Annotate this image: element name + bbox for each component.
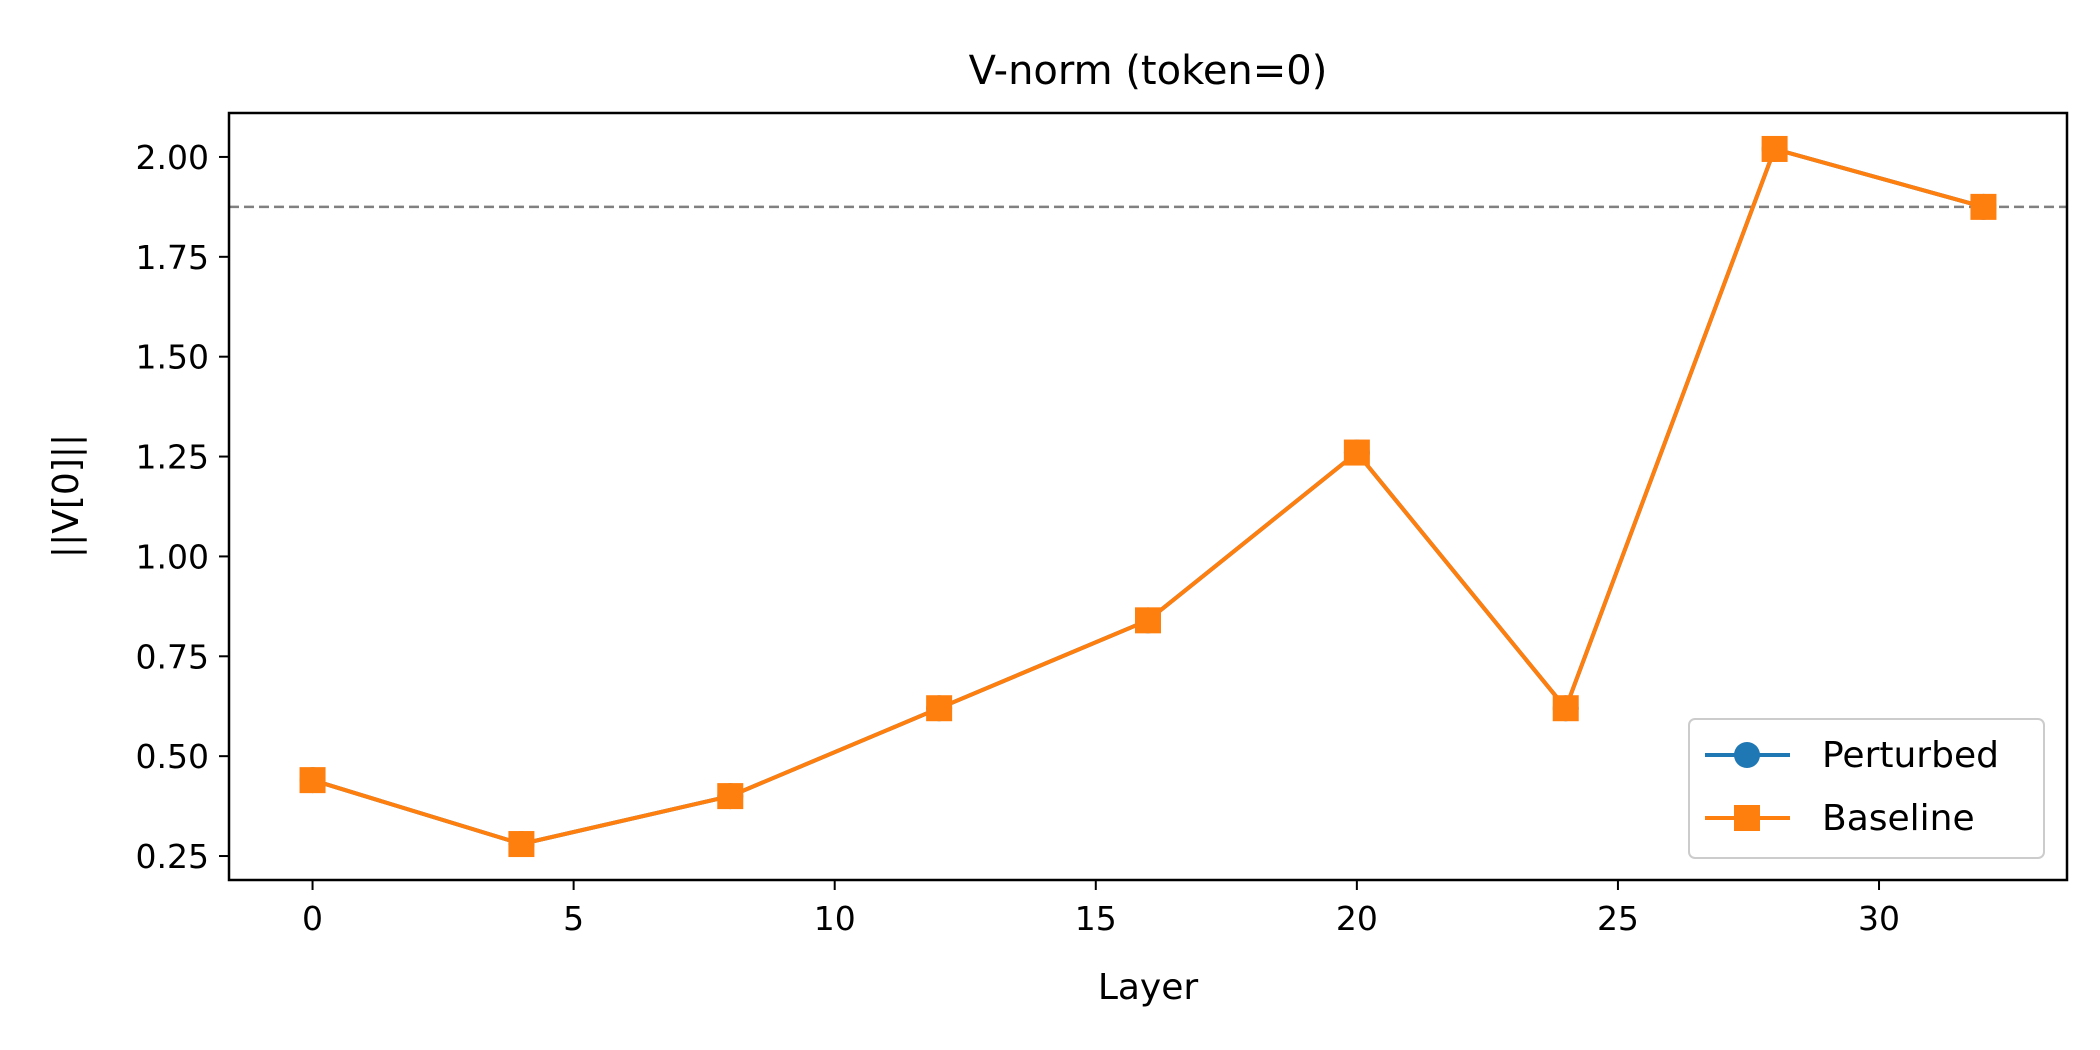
y-tick-label: 1.25 bbox=[136, 438, 209, 477]
data-point-baseline bbox=[1552, 695, 1579, 722]
plot-frame bbox=[227, 111, 2069, 882]
y-axis: 0.25 0.50 0.75 1.00 1.25 1.50 1.75 2.00 bbox=[136, 138, 229, 876]
x-tick-label: 20 bbox=[1336, 899, 1378, 938]
legend-label-baseline: Baseline bbox=[1822, 798, 1975, 839]
y-axis-label: ||V[0]|| bbox=[46, 434, 87, 558]
x-tick-label: 25 bbox=[1597, 899, 1639, 938]
y-tick-label: 1.75 bbox=[136, 238, 209, 277]
legend: Perturbed Baseline bbox=[1688, 718, 2045, 859]
y-tick-label: 1.00 bbox=[136, 537, 209, 576]
legend-marker-perturbed bbox=[1734, 742, 1760, 768]
data-point-baseline bbox=[1135, 607, 1161, 634]
x-axis-label: Layer bbox=[1098, 967, 1199, 1008]
plot-area bbox=[229, 135, 2067, 858]
legend-marker-baseline bbox=[1734, 805, 1760, 831]
data-point-baseline bbox=[1970, 193, 1997, 220]
data-point-baseline bbox=[299, 767, 326, 794]
y-tick-label: 1.50 bbox=[136, 338, 209, 377]
data-point-baseline bbox=[1761, 135, 1788, 162]
y-tick-label: 2.00 bbox=[136, 138, 209, 177]
x-tick-label: 10 bbox=[814, 899, 856, 938]
x-tick-label: 0 bbox=[302, 899, 323, 938]
y-tick-label: 0.50 bbox=[136, 737, 209, 776]
y-tick-label: 0.75 bbox=[136, 637, 209, 676]
x-axis: 0 5 10 15 20 25 30 bbox=[302, 880, 1900, 938]
data-point-baseline bbox=[926, 695, 953, 722]
data-point-baseline bbox=[508, 831, 535, 858]
chart-title: V-norm (token=0) bbox=[969, 48, 1328, 94]
x-tick-label: 5 bbox=[563, 899, 584, 938]
legend-label-perturbed: Perturbed bbox=[1822, 735, 1999, 776]
y-tick-label: 0.25 bbox=[136, 837, 209, 876]
x-tick-label: 30 bbox=[1858, 899, 1900, 938]
data-point-baseline bbox=[1343, 439, 1370, 466]
x-tick-label: 15 bbox=[1075, 899, 1117, 938]
data-point-baseline bbox=[717, 783, 744, 810]
